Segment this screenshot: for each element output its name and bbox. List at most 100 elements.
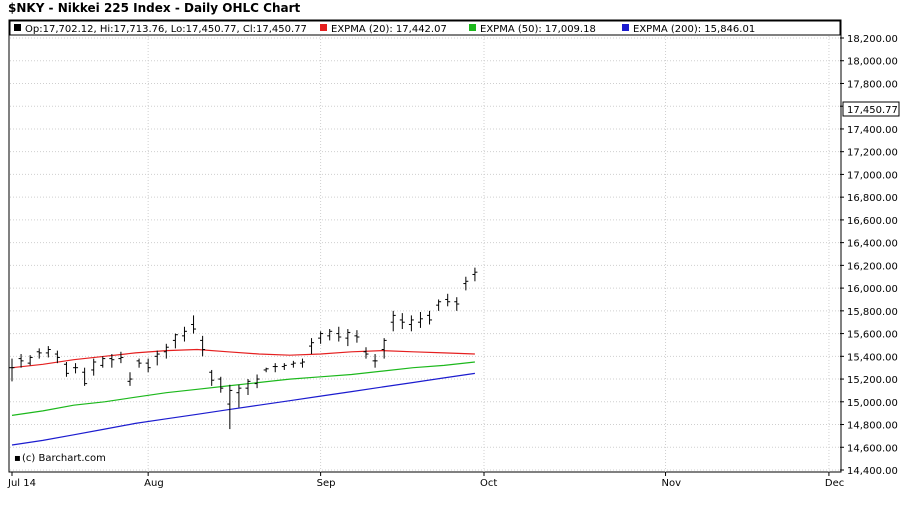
y-tick-label: 14,400.00 (847, 466, 898, 477)
ohlc-bar (36, 348, 42, 359)
x-tick-label: Jul 14 (7, 478, 36, 489)
ohlc-bar (227, 384, 233, 430)
ohlc-bar (417, 311, 423, 328)
legend-ema50-text: EXPMA (50): 17,009.18 (480, 24, 596, 35)
ohlc-bar (209, 369, 215, 386)
y-tick-label: 16,000.00 (847, 284, 898, 295)
y-tick-label: 15,400.00 (847, 352, 898, 363)
ohlc-bar (245, 379, 251, 395)
ohlc-bar (272, 363, 278, 373)
ohlc-bar (427, 310, 433, 325)
ohlc-bar (399, 313, 405, 330)
ohlc-bar (263, 367, 269, 373)
plot-area (8, 19, 842, 473)
ohlc-bar (290, 360, 296, 368)
ohlc-bar (136, 358, 142, 368)
ohlc-bar (345, 329, 351, 347)
ema-line-2 (11, 372, 475, 446)
ohlc-bar (309, 338, 315, 355)
ohlc-bar (9, 358, 15, 382)
ema-line-1 (11, 361, 475, 416)
ohlc-bar (445, 293, 451, 307)
y-tick-label: 15,000.00 (847, 398, 898, 409)
ohlc-bar (54, 350, 60, 364)
y-tick-label: 15,200.00 (847, 375, 898, 386)
ohlc-bar (463, 276, 469, 291)
ohlc-bar (181, 326, 187, 342)
chart-title: $NKY - Nikkei 225 Index - Daily OHLC Cha… (8, 1, 301, 15)
grid (10, 36, 840, 472)
ohlc-bar (281, 363, 287, 370)
ohlc-bar (73, 363, 79, 374)
ohlc-bar (254, 374, 260, 389)
last-price-marker: 17,450.77 (842, 101, 900, 117)
y-tick-label: 18,000.00 (847, 57, 898, 68)
moving-averages (11, 348, 475, 446)
legend-ema200-text: EXPMA (200): 15,846.01 (633, 24, 755, 35)
y-tick-label: 17,000.00 (847, 170, 898, 181)
ohlc-bar (45, 346, 51, 358)
ohlc-bar (91, 358, 97, 376)
x-tick-label: Oct (480, 478, 497, 489)
y-tick-label: 17,200.00 (847, 148, 898, 159)
x-tick-label: Dec (825, 478, 844, 489)
ohlc-bar (109, 354, 115, 368)
ohlc-bar (436, 299, 442, 311)
last-price-label: 17,450.77 (847, 105, 898, 116)
ohlc-bar (191, 315, 197, 334)
y-tick-label: 17,800.00 (847, 79, 898, 90)
y-tick-label: 15,600.00 (847, 330, 898, 341)
legend-bar (9, 20, 841, 36)
ohlc-bar (27, 355, 33, 366)
y-tick-label: 16,200.00 (847, 261, 898, 272)
ema-line-0 (11, 348, 475, 369)
x-tick-label: Nov (662, 478, 682, 489)
y-tick-label: 14,600.00 (847, 443, 898, 454)
ohlc-bar (472, 267, 478, 282)
ohlc-bar (381, 338, 387, 359)
ohlc-bars (9, 267, 478, 430)
y-tick-label: 15,800.00 (847, 307, 898, 318)
ohlc-bar (82, 367, 88, 386)
y-tick-label: 17,400.00 (847, 125, 898, 136)
x-axis-ticks: Jul 14 Aug Sep Oct Nov Dec (7, 472, 844, 489)
legend-ema20-text: EXPMA (20): 17,442.07 (331, 24, 447, 35)
y-tick-label: 16,800.00 (847, 193, 898, 204)
ohlc-bar (218, 376, 224, 393)
ohlc-bar (18, 354, 24, 368)
ohlc-bar (163, 343, 169, 359)
ohlc-bar (408, 315, 414, 332)
y-tick-label: 16,600.00 (847, 216, 898, 227)
legend-ohlc-swatch (14, 24, 21, 31)
ohlc-bar (354, 330, 360, 343)
ohlc-bar (100, 356, 106, 368)
ohlc-bar (336, 326, 342, 342)
ohlc-bar (236, 384, 242, 408)
ohlc-bar (145, 358, 151, 373)
legend-ema50-swatch (469, 24, 476, 31)
x-tick-label: Aug (144, 478, 164, 489)
ohlc-bar (200, 335, 206, 357)
ohlc-bar (327, 329, 333, 341)
y-tick-label: 18,200.00 (847, 34, 898, 45)
copyright-text: (c) Barchart.com (22, 453, 106, 464)
copyright-mark: ▪ (14, 453, 21, 464)
ohlc-bar (318, 331, 324, 344)
ohlc-bar (63, 362, 69, 377)
y-tick-label: 16,400.00 (847, 239, 898, 250)
ohlc-bar (154, 350, 160, 366)
ohlc-bar (390, 310, 396, 332)
y-tick-label: 14,800.00 (847, 421, 898, 432)
ohlc-bar (172, 333, 178, 349)
ohlc-bar (118, 351, 124, 364)
legend-ema200-swatch (622, 24, 629, 31)
ohlc-bar (127, 372, 133, 386)
ohlc-bar (363, 347, 369, 359)
ohlc-bar (372, 354, 378, 368)
ohlc-bar (299, 358, 305, 368)
ohlc-bar (454, 297, 460, 311)
y-axis-ticks: 14,400.00 14,600.00 14,800.00 15,000.00 15,2… (840, 34, 898, 477)
legend-ema20-swatch (320, 24, 327, 31)
x-tick-label: Sep (317, 478, 336, 489)
